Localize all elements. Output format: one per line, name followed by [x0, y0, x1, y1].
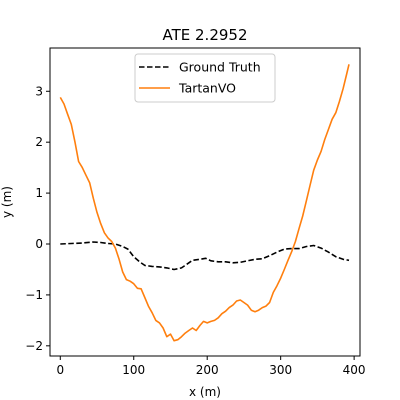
legend: Ground Truth TartanVO — [134, 53, 276, 103]
x-tick-label: 400 — [343, 363, 366, 377]
plot-lines — [59, 64, 350, 342]
y-axis-label: y (m) — [0, 186, 14, 218]
x-tick-label: 100 — [122, 363, 145, 377]
x-tick-label: 0 — [56, 363, 64, 377]
x-axis-ticks: 0 100 200 300 400 — [56, 356, 366, 377]
legend-label-tartanvo: TartanVO — [178, 81, 236, 96]
x-axis-label: x (m) — [189, 385, 221, 399]
x-tick-label: 200 — [196, 363, 219, 377]
legend-box — [134, 53, 276, 103]
series-line-ground-truth — [60, 241, 350, 271]
y-tick-label: 0 — [35, 237, 43, 251]
series-line-tartanvo — [59, 64, 350, 342]
y-tick-label: 1 — [35, 186, 43, 200]
y-tick-label: 3 — [35, 84, 43, 98]
x-tick-label: 300 — [269, 363, 292, 377]
y-axis-ticks: −2 −1 0 1 2 3 — [25, 84, 50, 353]
axes-frame — [49, 47, 361, 357]
chart-title: ATE 2.2952 — [163, 26, 248, 44]
y-tick-label: 2 — [35, 135, 43, 149]
y-tick-label: −1 — [25, 288, 43, 302]
y-tick-label: −2 — [25, 339, 43, 353]
legend-label-ground-truth: Ground Truth — [179, 60, 261, 75]
